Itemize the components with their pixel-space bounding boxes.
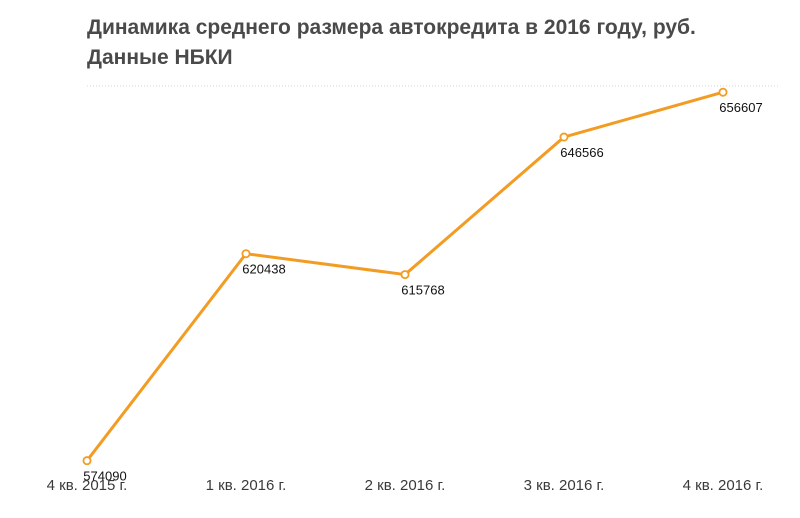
data-label: 615768 bbox=[401, 283, 444, 298]
x-axis-tick-labels: 4 кв. 2015 г. 1 кв. 2016 г. 2 кв. 2016 г. 3… bbox=[47, 477, 764, 494]
data-labels-layer: 574090 620438 615768 646566 656607 bbox=[83, 100, 762, 483]
data-point bbox=[718, 87, 728, 97]
x-tick-label: 2 кв. 2016 г. bbox=[365, 477, 446, 494]
x-tick-label: 4 кв. 2015 г. bbox=[47, 477, 128, 494]
data-label: 620438 bbox=[242, 262, 285, 277]
data-label: 574090 bbox=[83, 469, 126, 484]
data-point bbox=[82, 456, 92, 466]
chart-title-line-1: Динамика среднего размера автокредита в … bbox=[87, 16, 696, 39]
data-point bbox=[400, 270, 410, 280]
x-tick-label: 4 кв. 2016 г. bbox=[683, 477, 764, 494]
chart-title-line-2: Данные НБКИ bbox=[87, 46, 233, 69]
points-layer bbox=[82, 87, 728, 466]
x-tick-label: 3 кв. 2016 г. bbox=[524, 477, 605, 494]
data-point bbox=[241, 249, 251, 259]
data-point bbox=[559, 132, 569, 142]
chart-title: Динамика среднего размера автокредита в … bbox=[87, 13, 787, 73]
x-tick-label: 1 кв. 2016 г. bbox=[206, 477, 287, 494]
data-label: 656607 bbox=[719, 100, 762, 115]
data-label: 646566 bbox=[560, 145, 603, 160]
